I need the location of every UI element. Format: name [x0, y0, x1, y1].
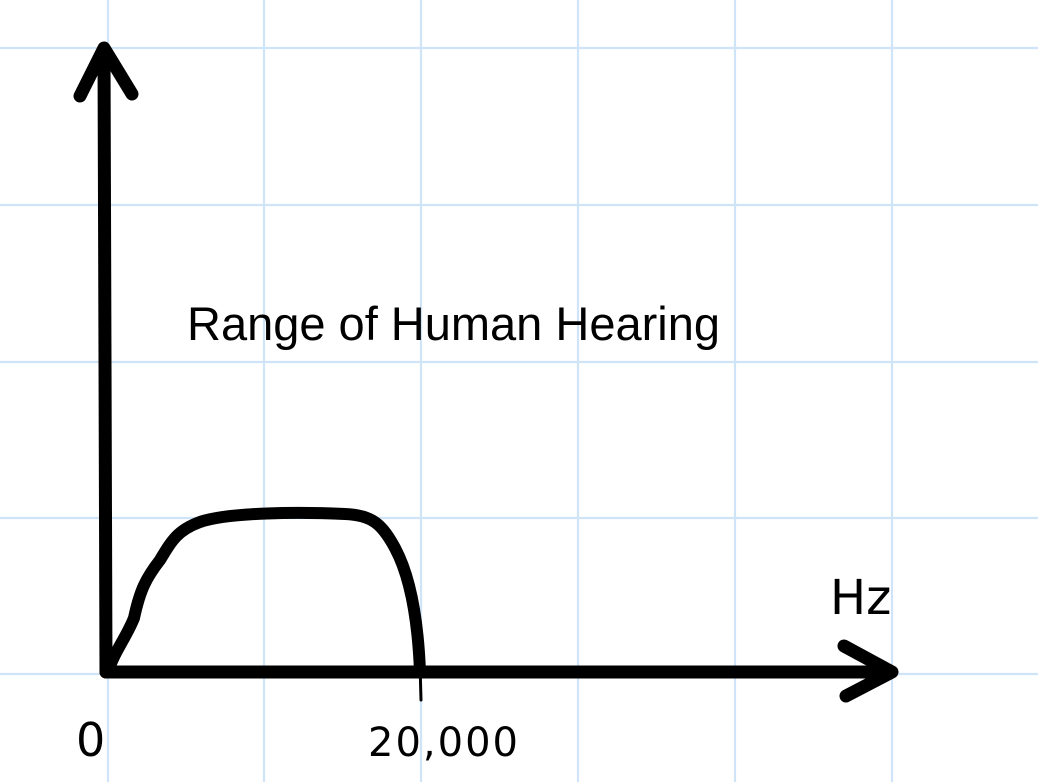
- diagram-title: Range of Human Hearing: [187, 297, 720, 350]
- y-axis: [73, 41, 139, 679]
- x-axis: [99, 639, 899, 703]
- x-axis-arrowhead: [837, 639, 899, 703]
- origin-label: 0: [76, 713, 105, 767]
- y-axis-arrowhead: [73, 41, 139, 103]
- x-axis-unit-label: Hz: [830, 570, 891, 626]
- hearing-range-curve: [102, 506, 426, 678]
- x-tick-label-20000: 20,000: [368, 720, 520, 766]
- y-axis-line: [97, 45, 113, 679]
